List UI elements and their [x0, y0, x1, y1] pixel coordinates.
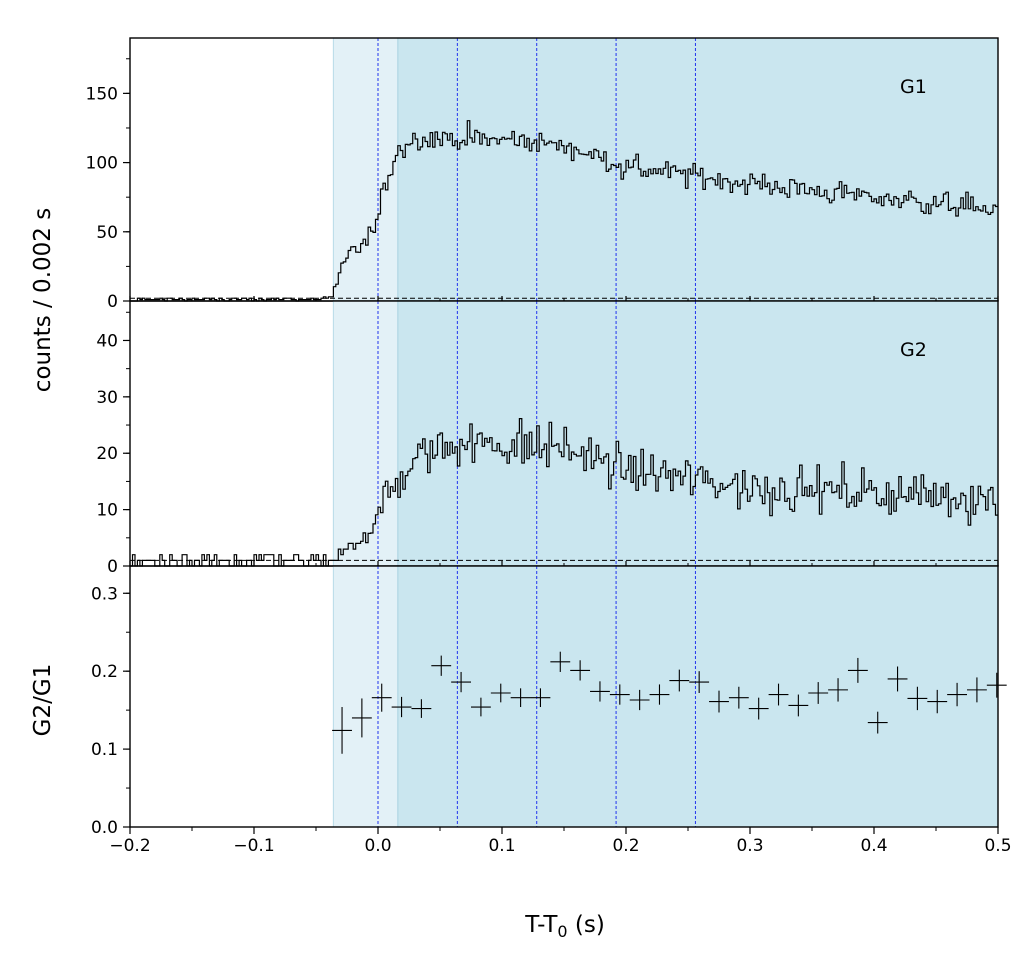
y-axis-title-ratio: G2/G1 — [30, 664, 56, 737]
x-tick-label: 0.1 — [488, 836, 515, 856]
y-tick-label: 20 — [96, 444, 118, 464]
shaded-region-main-emission — [397, 38, 999, 301]
x-axis-title: T-T0 (s) — [524, 912, 605, 941]
y-tick-label: 100 — [86, 154, 118, 174]
shaded-region-pre-burst — [333, 566, 398, 827]
panel-label-g2: G2 — [900, 339, 927, 361]
panel-label-g1: G1 — [900, 76, 927, 98]
y-tick-label: 0.1 — [91, 740, 118, 760]
shaded-region-main-emission — [397, 566, 999, 827]
x-tick-label: −0.1 — [233, 836, 274, 856]
y-tick-label: 0.2 — [91, 662, 118, 682]
y-tick-label: 50 — [96, 223, 118, 243]
labels-layer: counts / 0.002 s G2/G1 T-T0 (s) — [30, 208, 605, 941]
y-tick-label: 0.3 — [91, 584, 118, 604]
shaded-region-main-emission — [397, 301, 999, 566]
x-axis-title-subscript: 0 — [557, 922, 567, 941]
x-tick-label: 0.2 — [612, 836, 639, 856]
y-tick-label: 0.0 — [91, 818, 118, 838]
shaded-region-pre-burst — [333, 38, 398, 301]
x-axis-title-main: T-T — [524, 912, 558, 938]
y-tick-label: 0 — [107, 557, 118, 577]
x-tick-label: −0.2 — [109, 836, 150, 856]
panel-g2: G2 0 10 20 30 40 — [96, 300, 999, 577]
x-tick-label: 0.0 — [364, 836, 391, 856]
y-axis-title-counts: counts / 0.002 s — [30, 208, 56, 392]
shaded-region-pre-burst — [333, 301, 398, 566]
y-tick-label: 30 — [96, 388, 118, 408]
x-axis-title-unit: (s) — [568, 912, 605, 938]
y-tick-label: 0 — [107, 292, 118, 312]
y-tick-label: 10 — [96, 501, 118, 521]
y-tick-label: 40 — [96, 331, 118, 351]
light-curve-step-line — [130, 418, 998, 567]
x-tick-label: 0.4 — [860, 836, 887, 856]
panel-g1: G1 0 50 100 150 — [86, 37, 999, 312]
panels-layer: G1 0 50 100 150 G2 0 10 20 30 40 0.0 0.1 0.2 0.3 −0.2 −0… — [86, 37, 1012, 856]
y-tick-label: 150 — [86, 84, 118, 104]
x-tick-label: 0.3 — [736, 836, 763, 856]
x-tick-label: 0.5 — [984, 836, 1011, 856]
panel-g2-g1: 0.0 0.1 0.2 0.3 — [91, 565, 1007, 838]
